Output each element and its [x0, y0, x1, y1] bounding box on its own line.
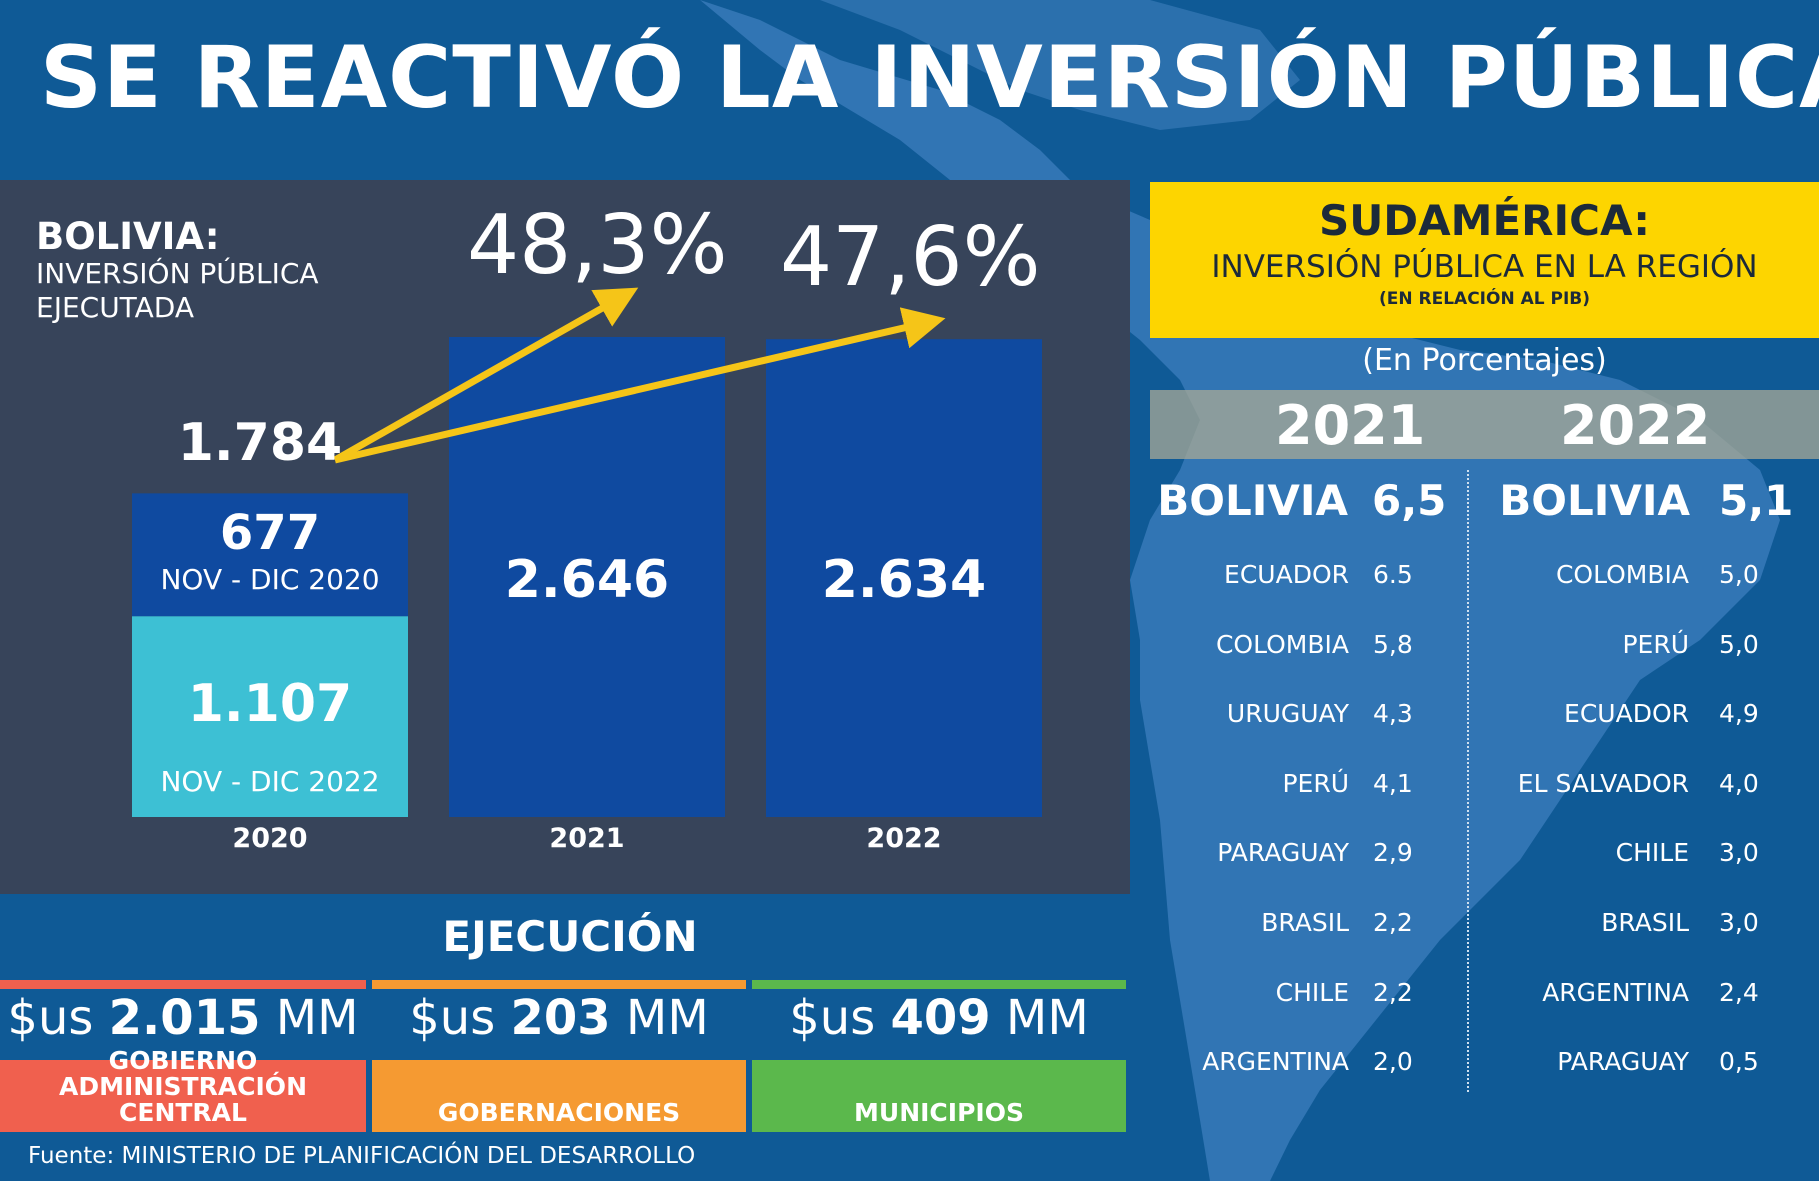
table-2022-value-2: 5,0	[1719, 629, 1759, 659]
table-2021-value-3: 4,3	[1373, 699, 1413, 729]
bolivia-investment-chart	[132, 287, 1042, 817]
table-2021-country-5: PARAGUAY	[1217, 838, 1349, 868]
year-label-2020: 2020	[232, 823, 308, 854]
growth-arrow-2	[334, 307, 946, 464]
year-2022-header: 2022	[1560, 394, 1711, 457]
growth-arrow-1	[333, 287, 639, 464]
table-2021-value-1: 6.5	[1373, 560, 1413, 589]
growth-label-2022: 47,6%	[780, 210, 1041, 305]
execution-stripe-3	[752, 980, 1126, 989]
table-2022-value-6: 3,0	[1719, 908, 1759, 937]
table-2022-country-5: CHILE	[1615, 838, 1689, 868]
panel-title: BOLIVIA:	[36, 215, 220, 258]
bar-2020-segment-2022	[132, 616, 408, 817]
year-2021-header: 2021	[1275, 394, 1426, 457]
table-2021-value-2: 5,8	[1373, 629, 1413, 659]
table-2022-value-3: 4,9	[1719, 699, 1759, 729]
segment-2022-period: NOV - DIC 2022	[160, 765, 380, 798]
table-2022-bolivia-name: BOLIVIA	[1499, 476, 1690, 525]
year-label-2021: 2021	[549, 823, 625, 854]
growth-label-2021: 48,3%	[467, 198, 728, 293]
bar-2022	[766, 339, 1042, 817]
panel-subtitle: INVERSIÓN PÚBLICA EJECUTADA	[36, 257, 319, 324]
execution-category-3: MUNICIPIOS	[752, 1060, 1126, 1132]
table-2021-country-8: ARGENTINA	[1202, 1047, 1349, 1077]
region-header: SUDAMÉRICA: INVERSIÓN PÚBLICA EN LA REGI…	[1150, 182, 1819, 338]
table-2021-country-1: ECUADOR	[1224, 560, 1349, 589]
region-unit: (En Porcentajes)	[1362, 343, 1607, 378]
execution-category-2: GOBERNACIONES	[372, 1060, 746, 1132]
execution-category-1: GOBIERNO ADMINISTRACIÓN CENTRAL	[0, 1048, 366, 1132]
total-2020-label: 1.784	[177, 413, 343, 474]
execution-amount-1: $us 2.015 MM	[7, 990, 359, 1046]
table-2022-country-4: EL SALVADOR	[1517, 768, 1689, 798]
region-note: (EN RELACIÓN AL PIB)	[1378, 289, 1591, 309]
table-2022-country-8: PARAGUAY	[1557, 1047, 1689, 1077]
table-2022-bolivia-value: 5,1	[1719, 476, 1794, 525]
table-2022-value-5: 3,0	[1719, 838, 1759, 868]
table-2021-country-7: CHILE	[1275, 977, 1349, 1007]
segment-2022-value: 1.107	[187, 674, 353, 735]
year-label-2022: 2022	[866, 823, 942, 854]
source-note: Fuente: MINISTERIO DE PLANIFICACIÓN DEL …	[28, 1143, 696, 1169]
table-2022-country-6: BRASIL	[1601, 908, 1689, 937]
execution-amount-2: $us 203 MM	[409, 990, 709, 1046]
table-2021-country-3: URUGUAY	[1226, 699, 1349, 729]
segment-2020-value: 677	[219, 505, 321, 562]
total-2021-label: 2.646	[504, 550, 670, 610]
execution-stripe-2	[372, 980, 746, 989]
table-2021-bolivia-name: BOLIVIA	[1157, 476, 1348, 525]
region-subtitle: INVERSIÓN PÚBLICA EN LA REGIÓN	[1211, 249, 1758, 285]
table-2022-value-4: 4,0	[1719, 768, 1759, 798]
table-2022-country-1: COLOMBIA	[1555, 560, 1689, 589]
table-2021-bolivia-value: 6,5	[1372, 476, 1447, 525]
execution-title: EJECUCIÓN	[442, 912, 698, 961]
page-title: SE REACTIVÓ LA INVERSIÓN PÚBLICA	[40, 28, 1819, 128]
map-landmass	[700, 0, 1780, 1181]
table-2022-country-2: PERÚ	[1622, 629, 1689, 659]
execution-stripe-1	[0, 980, 366, 989]
table-2022-country-7: ARGENTINA	[1542, 977, 1689, 1007]
table-2021-country-2: COLOMBIA	[1215, 629, 1349, 659]
region-title: SUDAMÉRICA:	[1318, 196, 1651, 245]
table-2021-value-4: 4,1	[1373, 768, 1413, 798]
table-2021-country-4: PERÚ	[1282, 768, 1349, 798]
segment-2020-period: NOV - DIC 2020	[160, 563, 380, 597]
table-2021-value-8: 2,0	[1373, 1047, 1413, 1077]
bar-2021	[449, 337, 725, 817]
execution-amount-3: $us 409 MM	[789, 990, 1089, 1046]
table-2021-value-6: 2,2	[1373, 908, 1413, 937]
table-2021-value-7: 2,2	[1373, 977, 1413, 1007]
table-2022-country-3: ECUADOR	[1564, 699, 1689, 729]
table-2022-value-1: 5,0	[1719, 560, 1759, 589]
table-2021-value-5: 2,9	[1373, 838, 1413, 868]
map-north	[820, 0, 1300, 130]
bar-2020-segment-2020	[132, 493, 408, 617]
total-2022-label: 2.634	[821, 550, 987, 610]
table-2022-value-7: 2,4	[1719, 977, 1759, 1007]
year-header-band	[1150, 390, 1819, 459]
column-divider	[1467, 470, 1469, 1092]
table-2022-value-8: 0,5	[1719, 1047, 1759, 1077]
table-2021-country-6: BRASIL	[1261, 908, 1349, 937]
